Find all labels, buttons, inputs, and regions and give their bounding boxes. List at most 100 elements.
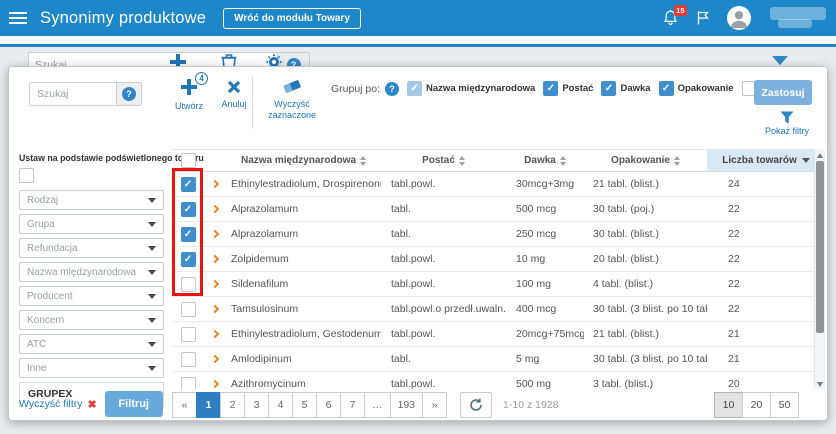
- table-row[interactable]: ✓ Zolpidemum tabl.powl. 10 mg 20 tabl. (…: [172, 247, 825, 272]
- page-button[interactable]: 193: [389, 391, 424, 418]
- flag-icon[interactable]: [696, 10, 710, 26]
- apply-button[interactable]: Zastosuj: [754, 80, 812, 105]
- sidebar-filter-select[interactable]: Inne: [19, 358, 164, 378]
- column-header-count-sorted[interactable]: Liczba towarów: [707, 150, 825, 171]
- page-button[interactable]: 3: [244, 391, 269, 418]
- page-button[interactable]: 4: [268, 391, 293, 418]
- cell-package: 21 tabl. (blist.): [593, 328, 659, 340]
- expand-chevron-icon[interactable]: [210, 329, 220, 339]
- group-list-item[interactable]: GRUPEX: [19, 382, 164, 408]
- page-size-button[interactable]: 10: [714, 392, 743, 418]
- scroll-up-icon[interactable]: [817, 153, 823, 158]
- scroll-down-icon[interactable]: [817, 382, 823, 387]
- table-row[interactable]: ✓ Ethinylestradiolum, Drospirenonum tabl…: [172, 172, 825, 197]
- row-checkbox[interactable]: ✓: [180, 251, 196, 267]
- cell-dose: 250 mcg: [516, 228, 557, 240]
- group-by-checkbox[interactable]: ✓: [543, 81, 559, 96]
- page-button[interactable]: 5: [292, 391, 317, 418]
- username-redacted[interactable]: [768, 5, 826, 31]
- cell-count: 20: [728, 378, 740, 390]
- cell-package: 4 tabl. (blist.): [593, 278, 654, 290]
- row-checkbox[interactable]: ✓: [180, 226, 196, 242]
- expand-chevron-icon[interactable]: [210, 254, 220, 264]
- page-button[interactable]: 1: [196, 391, 221, 418]
- expand-chevron-icon[interactable]: [210, 204, 220, 214]
- page-button[interactable]: «: [172, 391, 197, 418]
- group-by-option-label: Postać: [562, 83, 594, 94]
- column-header-form[interactable]: Postać: [381, 150, 506, 171]
- filter-button[interactable]: Filtruj: [104, 391, 163, 417]
- cancel-button[interactable]: Anuluj: [212, 77, 256, 110]
- cell-dose: 20mcg+75mcg: [516, 328, 584, 340]
- group-by-help-icon[interactable]: ?: [385, 81, 400, 96]
- expand-chevron-icon[interactable]: [210, 279, 220, 289]
- sidebar-filter-select[interactable]: Grupa: [19, 214, 164, 234]
- group-by-option[interactable]: ✓ Dawka: [601, 81, 651, 96]
- sidebar-filter-select[interactable]: ATC: [19, 334, 164, 354]
- notifications-bell-icon[interactable]: 15: [662, 5, 687, 27]
- row-checkbox[interactable]: [180, 351, 196, 367]
- row-checkbox[interactable]: [180, 276, 196, 292]
- background-toolbar: Szukaj ?: [0, 47, 836, 78]
- table-row[interactable]: ✓ Alprazolamum tabl. 500 mcg 30 tabl. (p…: [172, 197, 825, 222]
- filter-dropdown-icon[interactable]: [772, 56, 788, 65]
- select-all-checkbox[interactable]: [180, 153, 196, 168]
- page-button[interactable]: 7: [340, 391, 365, 418]
- expand-chevron-icon[interactable]: [210, 354, 220, 364]
- chevron-down-icon: [148, 341, 156, 347]
- sidebar-filter-select[interactable]: Koncern: [19, 310, 164, 330]
- sidebar-filter-select[interactable]: Nazwa międzynarodowa: [19, 262, 164, 282]
- group-by-option[interactable]: ✓ Opakowanie: [658, 81, 734, 96]
- question-icon: ?: [122, 87, 136, 101]
- page-button[interactable]: …: [364, 391, 391, 418]
- row-checkbox[interactable]: ✓: [180, 176, 196, 192]
- column-header-package[interactable]: Opakowanie: [584, 150, 707, 171]
- group-by-checkbox[interactable]: ✓: [601, 81, 617, 96]
- expand-chevron-icon[interactable]: [210, 179, 220, 189]
- back-to-towary-button[interactable]: Wróć do modułu Towary: [223, 7, 361, 29]
- page-button[interactable]: »: [422, 391, 448, 418]
- table-row[interactable]: Sildenafilum tabl.powl. 100 mg 4 tabl. (…: [172, 272, 825, 297]
- table-row[interactable]: Ethinylestradiolum, Gestodenum tabl.powl…: [172, 322, 825, 347]
- panel-search[interactable]: ?: [29, 82, 142, 106]
- create-button[interactable]: 4 Utwórz: [163, 72, 215, 112]
- group-by-option[interactable]: ✓ Postać: [543, 81, 593, 96]
- page-size-selector: 10 20 50: [714, 392, 799, 418]
- sidebar-filter-select[interactable]: Rodzaj: [19, 190, 164, 210]
- table-row[interactable]: Tamsulosinum tabl.powl.o przedł.uwaln. 4…: [172, 297, 825, 322]
- clear-filters-x-icon[interactable]: ✖: [87, 398, 97, 411]
- column-header-name[interactable]: Nazwa międzynarodowa: [226, 150, 381, 171]
- page-size-button[interactable]: 20: [742, 392, 771, 418]
- bell-icon: [664, 9, 677, 25]
- row-checkbox[interactable]: [180, 326, 196, 342]
- search-input[interactable]: [29, 82, 117, 106]
- table-scrollbar[interactable]: [814, 149, 825, 391]
- clear-filters-link[interactable]: Wyczyść filtry: [19, 398, 83, 410]
- refresh-button[interactable]: [460, 391, 493, 418]
- group-by-option[interactable]: ✓ Nazwa międzynarodowa: [407, 81, 535, 96]
- expand-chevron-icon[interactable]: [210, 304, 220, 314]
- chevron-down-icon: [148, 293, 156, 299]
- page-button[interactable]: 6: [316, 391, 341, 418]
- scrollbar-thumb[interactable]: [816, 161, 824, 333]
- group-by-option-label: Nazwa międzynarodowa: [426, 83, 536, 94]
- row-checkbox[interactable]: [180, 301, 196, 317]
- show-filters-button[interactable]: Pokaż filtry: [765, 111, 809, 136]
- page-size-button[interactable]: 50: [770, 392, 799, 418]
- table-row[interactable]: ✓ Alprazolamum tabl. 250 mcg 30 tabl. (b…: [172, 222, 825, 247]
- row-checkbox[interactable]: ✓: [180, 201, 196, 217]
- sidebar-filter-select[interactable]: Producent: [19, 286, 164, 306]
- table-row[interactable]: Amlodipinum tabl. 5 mg 30 tabl. (3 blist…: [172, 347, 825, 372]
- clear-selected-button[interactable]: Wyczyść zaznaczone: [261, 77, 323, 121]
- menu-icon[interactable]: [9, 9, 27, 27]
- expand-chevron-icon[interactable]: [210, 229, 220, 239]
- group-by-checkbox[interactable]: ✓: [658, 81, 674, 96]
- page-button[interactable]: 2: [220, 391, 245, 418]
- expand-chevron-icon[interactable]: [210, 379, 220, 389]
- column-header-dose[interactable]: Dawka: [506, 150, 584, 171]
- sidebar-filter-select[interactable]: Refundacja: [19, 238, 164, 258]
- highlight-based-checkbox[interactable]: [19, 168, 34, 183]
- group-by-checkbox[interactable]: ✓: [407, 81, 423, 96]
- search-help-button[interactable]: ?: [117, 82, 142, 106]
- avatar[interactable]: [727, 6, 751, 30]
